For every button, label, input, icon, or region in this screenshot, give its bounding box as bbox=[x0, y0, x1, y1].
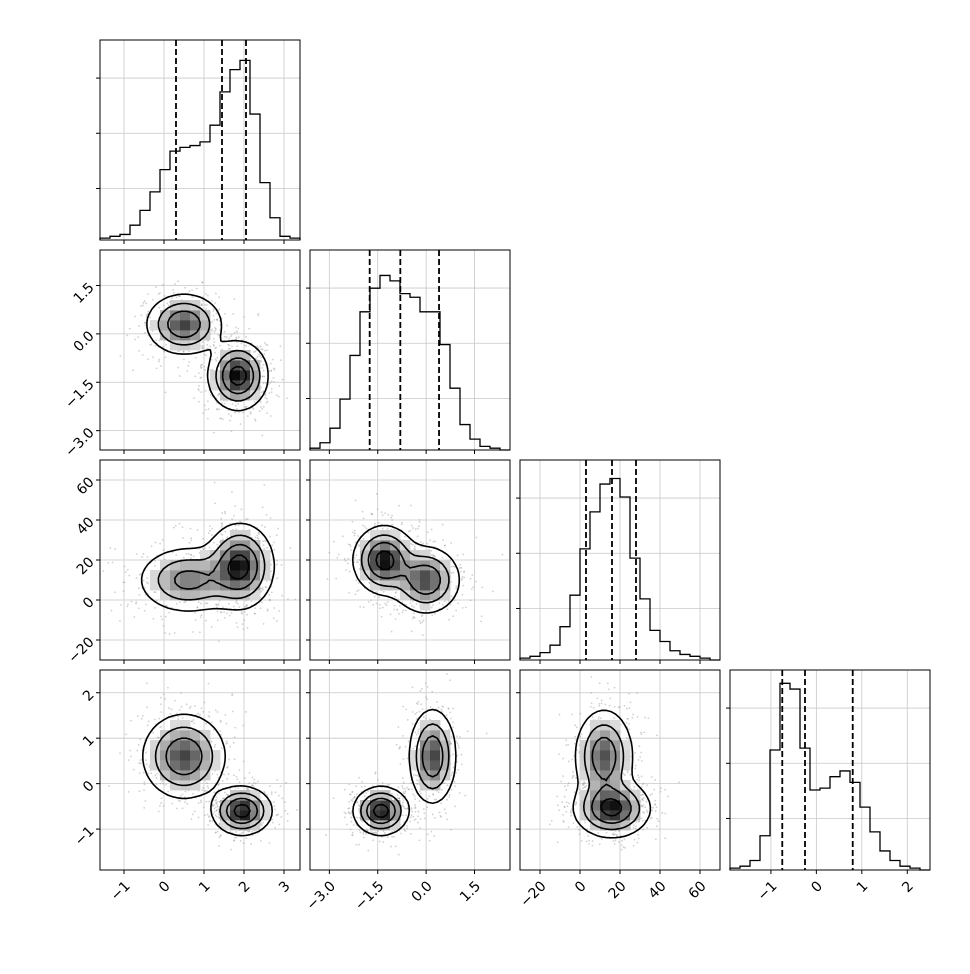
y-tick-label-1-1: −1.5 bbox=[62, 377, 97, 412]
x-tick-label-0-4: 3 bbox=[276, 878, 294, 896]
x-tick-label-1-0: −3.0 bbox=[304, 878, 339, 913]
y-tick-label-2-4: 60 bbox=[74, 474, 98, 498]
y-tick-label-1-3: 1.5 bbox=[71, 280, 98, 307]
x-tick-label-0-1: 0 bbox=[156, 878, 174, 896]
scatter-points-1-3 bbox=[325, 673, 487, 856]
y-tick-label-1-2: 0.0 bbox=[71, 328, 98, 355]
x-tick-label-2-4: 60 bbox=[686, 878, 710, 902]
y-tick-label-2-1: 0 bbox=[80, 594, 98, 612]
x-tick-label-2-1: 0 bbox=[572, 878, 590, 896]
y-tick-label-3-2: 1 bbox=[80, 733, 98, 751]
y-tick-label-2-3: 40 bbox=[74, 514, 98, 538]
y-tick-label-1-0: −3.0 bbox=[62, 425, 97, 460]
x-tick-label-1-2: 0.0 bbox=[409, 878, 436, 905]
density-cells-0-3 bbox=[150, 720, 270, 830]
y-tick-label-2-0: −20 bbox=[65, 634, 97, 666]
x-tick-label-1-1: −1.5 bbox=[352, 878, 387, 913]
y-tick-label-2-2: 20 bbox=[74, 554, 98, 578]
histogram-step-0 bbox=[100, 60, 300, 240]
y-tick-label-3-3: 2 bbox=[80, 687, 98, 705]
histogram-step-3 bbox=[730, 683, 930, 870]
x-tick-label-3-1: 0 bbox=[808, 878, 826, 896]
x-tick-label-3-2: 1 bbox=[854, 878, 872, 896]
x-tick-label-2-2: 20 bbox=[606, 878, 630, 902]
x-tick-label-1-3: 1.5 bbox=[457, 878, 484, 905]
x-tick-label-3-3: 2 bbox=[899, 878, 917, 896]
y-tick-label-3-1: 0 bbox=[80, 778, 98, 796]
y-tick-label-3-0: −1 bbox=[72, 823, 98, 849]
histogram-step-1 bbox=[310, 275, 510, 450]
x-tick-label-3-0: −1 bbox=[755, 878, 781, 904]
x-tick-label-0-0: −1 bbox=[108, 878, 134, 904]
x-tick-label-2-3: 40 bbox=[646, 878, 670, 902]
x-tick-label-0-3: 2 bbox=[236, 878, 254, 896]
x-tick-label-0-2: 1 bbox=[196, 878, 214, 896]
x-tick-label-2-0: −20 bbox=[517, 878, 549, 910]
